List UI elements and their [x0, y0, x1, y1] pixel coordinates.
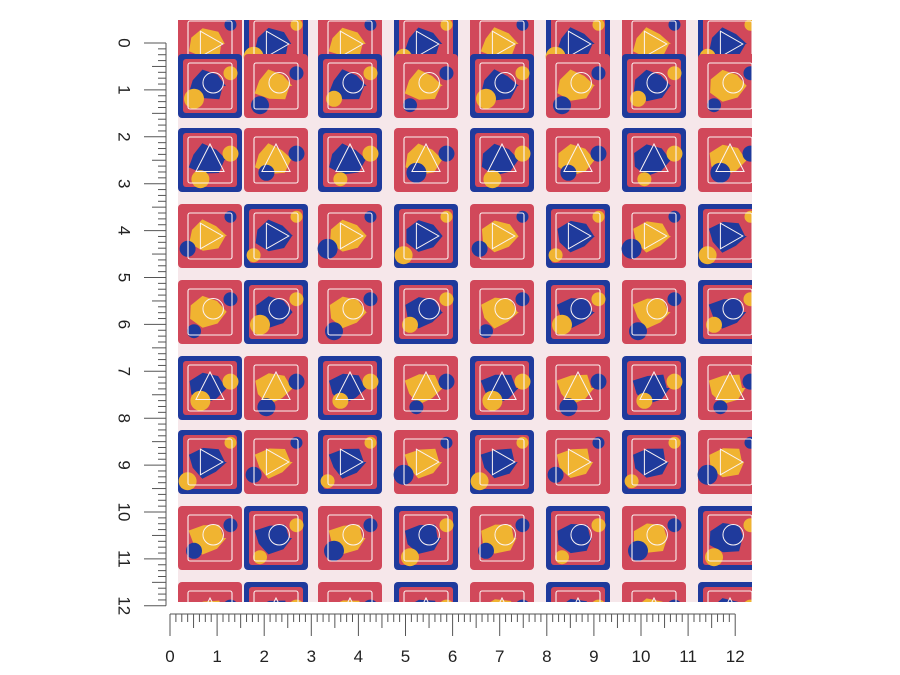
left-ruler-label: 1: [115, 85, 134, 94]
bottom-ruler-label: 6: [448, 647, 457, 666]
pattern-tile: [622, 506, 686, 570]
pattern-tile: [546, 356, 610, 420]
pattern-tile: [394, 128, 458, 192]
bottom-ruler-label: 0: [165, 647, 174, 666]
left-ruler-label: 3: [115, 179, 134, 188]
pattern-tile: [394, 280, 458, 344]
pattern-tile: [622, 54, 686, 118]
pattern-tile: [622, 280, 686, 344]
pattern-tile: [698, 128, 752, 192]
pattern-tile: [622, 582, 686, 602]
bottom-ruler: 0 1 2 3 4 5 6 7 8 9 10 11 12: [165, 613, 745, 666]
pattern-tile: [393, 430, 458, 494]
pattern-tile: [698, 506, 752, 570]
bottom-ruler-label: 11: [679, 647, 697, 666]
left-ruler-label: 11: [115, 550, 134, 568]
pattern-tile: [394, 356, 458, 420]
pattern-tile: [470, 582, 534, 602]
pattern-tile: [244, 54, 308, 118]
pattern-tile: [244, 430, 308, 494]
pattern-tile: [244, 128, 308, 192]
pattern-tile: [178, 430, 242, 494]
left-ruler-label: 8: [115, 413, 134, 422]
pattern-tile: [178, 582, 242, 602]
pattern-tile: [244, 204, 308, 268]
pattern-tile: [698, 54, 752, 118]
pattern-tile: [178, 54, 242, 118]
pattern-tile: [394, 506, 458, 570]
pattern-tile: [318, 506, 382, 570]
bottom-ruler-label: 1: [212, 647, 221, 666]
pattern-tile: [317, 204, 382, 268]
pattern-tile: [178, 204, 242, 268]
pattern-tile: [470, 54, 534, 118]
pattern-tile: [318, 128, 382, 192]
pattern-tile: [622, 356, 686, 420]
pattern-tile: [244, 356, 308, 420]
pattern-tile: [394, 54, 458, 118]
pattern-tile: [178, 128, 242, 192]
pattern-tile: [546, 204, 610, 268]
pattern-tile: [622, 128, 686, 192]
pattern-tile: [470, 430, 534, 494]
left-ruler-label: 0: [115, 38, 134, 47]
pattern-tile: [244, 582, 308, 602]
bottom-ruler-label: 4: [354, 647, 363, 666]
left-ruler-label: 2: [115, 132, 134, 141]
pattern-tile: [546, 430, 610, 494]
pattern-tile: [318, 54, 382, 118]
left-ruler-label: 10: [115, 503, 134, 522]
pattern-tile: [698, 204, 752, 268]
pattern-tile: [546, 506, 610, 570]
pattern-tile: [470, 280, 534, 344]
pattern-tile: [318, 582, 382, 602]
pattern-tile: [698, 280, 752, 344]
bottom-ruler-label: 10: [632, 647, 651, 666]
pattern-tile: [546, 280, 610, 344]
pattern-swatch: [178, 20, 752, 602]
left-ruler-label: 6: [115, 320, 134, 329]
bottom-ruler-label: 8: [542, 647, 551, 666]
pattern-tile: [318, 430, 382, 494]
pattern-tile: [244, 506, 308, 570]
left-ruler-label: 7: [115, 367, 134, 376]
pattern-tile: [178, 280, 242, 344]
pattern-tile: [178, 356, 242, 420]
bottom-ruler-label: 3: [307, 647, 316, 666]
bottom-ruler-label: 2: [259, 647, 268, 666]
pattern-tile: [470, 506, 534, 570]
pattern-tile: [546, 54, 610, 118]
pattern-tile: [470, 356, 534, 420]
left-ruler-label: 12: [115, 596, 134, 615]
pattern-tile: [394, 582, 458, 602]
pattern-tile: [470, 204, 534, 268]
bottom-ruler-label: 7: [495, 647, 504, 666]
left-ruler-label: 9: [115, 460, 134, 469]
left-ruler-label: 5: [115, 273, 134, 282]
pattern-tile: [698, 356, 752, 420]
pattern-tile: [622, 430, 686, 494]
pattern-tile: [546, 582, 610, 602]
pattern-tile: [318, 356, 382, 420]
bottom-ruler-label: 9: [589, 647, 598, 666]
pattern-tile: [394, 204, 458, 268]
left-ruler-label: 4: [115, 226, 134, 235]
pattern-tile: [697, 430, 752, 494]
pattern-tile: [698, 582, 752, 602]
pattern-tile: [546, 128, 610, 192]
bottom-ruler-label: 12: [726, 647, 745, 666]
bottom-ruler-label: 5: [401, 647, 410, 666]
pattern-tile: [244, 280, 308, 344]
pattern-tile: [178, 506, 242, 570]
pattern-tile: [470, 128, 534, 192]
pattern-tile: [621, 204, 686, 268]
pattern-tile: [318, 280, 382, 344]
